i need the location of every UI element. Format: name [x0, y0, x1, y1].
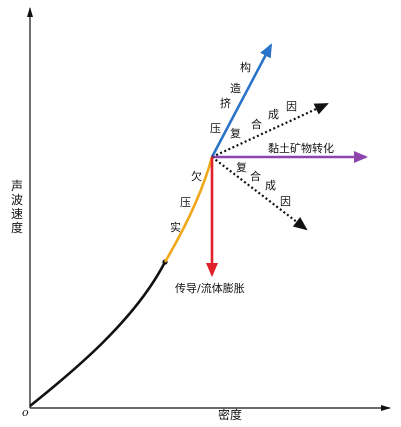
tectonic-compression-label-char: 压	[210, 122, 221, 135]
composite-cause-upper-label-char: 合	[251, 117, 262, 131]
undercompaction-label-char: 压	[180, 196, 191, 209]
undercompaction-curve	[163, 156, 214, 263]
tectonic-compression-arrow	[210, 43, 273, 158]
composite-cause-upper-label-char: 成	[268, 108, 279, 121]
x-axis-label: 密度	[218, 407, 242, 422]
origin-label: o	[22, 406, 29, 419]
composite-cause-lower-label-char: 复	[236, 160, 247, 174]
composite-cause-lower-label-char: 合	[250, 169, 261, 183]
tectonic-compression-label-char: 挤	[220, 96, 231, 110]
composite-cause-lower-label-char: 成	[265, 179, 276, 192]
undercompaction-label-char: 实	[170, 220, 181, 234]
composite-cause-lower-arrow	[211, 156, 308, 231]
normal-compaction-curve	[29, 261, 167, 408]
tectonic-compression-label-char: 造	[230, 81, 241, 95]
composite-cause-upper-arrow	[211, 103, 329, 158]
y-axis-label-char: 声	[11, 179, 23, 193]
transfer-fluid-expansion-label: 传导/流体膨胀	[175, 281, 245, 295]
y-axis-label-char: 度	[11, 220, 23, 235]
composite-cause-lower-label-char: 因	[280, 195, 291, 208]
undercompaction-label-char: 欠	[191, 169, 202, 183]
tectonic-compression-label-char: 构	[240, 60, 251, 74]
clay-mineral-transformation-label: 黏土矿物转化	[268, 141, 334, 155]
y-axis-label-char: 速	[11, 207, 23, 221]
composite-cause-upper-label-char: 因	[286, 100, 297, 113]
composite-cause-upper-label-char: 复	[230, 126, 241, 140]
y-axis-label-char: 波	[11, 193, 23, 207]
